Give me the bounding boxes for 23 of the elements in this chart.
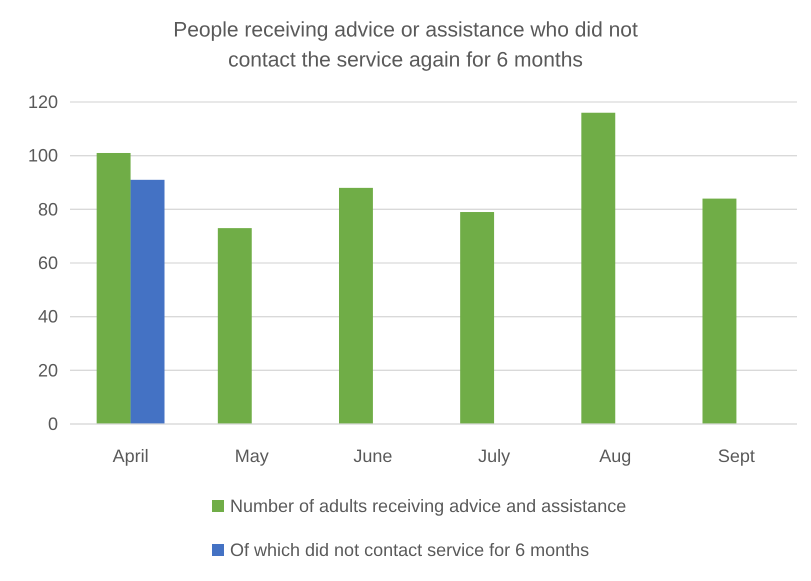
y-tick-label: 120 — [28, 92, 58, 112]
x-tick-label: Aug — [599, 446, 632, 466]
x-tick-label: June — [353, 446, 392, 466]
legend-label: Of which did not contact service for 6 months — [230, 540, 590, 560]
bar — [460, 212, 494, 424]
y-tick-label: 40 — [38, 306, 58, 327]
y-tick-label: 60 — [38, 253, 58, 273]
y-tick-label: 20 — [38, 360, 58, 380]
y-tick-label: 0 — [48, 414, 58, 434]
x-tick-label: May — [234, 446, 269, 466]
x-tick-label: July — [478, 446, 510, 466]
y-tick-label: 80 — [38, 199, 58, 220]
bar — [338, 188, 373, 424]
chart-title: People receiving advice or assistance who did not contact the service again for 6 months — [173, 18, 638, 72]
x-tick-label: April — [112, 446, 149, 466]
bar — [218, 228, 252, 424]
y-tick-label: 100 — [28, 146, 58, 166]
bar — [702, 198, 736, 424]
bar — [581, 112, 616, 424]
x-tick-label: Sept — [718, 446, 755, 466]
bar — [96, 152, 131, 424]
bar — [130, 180, 165, 424]
legend-label: Number of adults receiving advice and assistance — [230, 496, 626, 516]
